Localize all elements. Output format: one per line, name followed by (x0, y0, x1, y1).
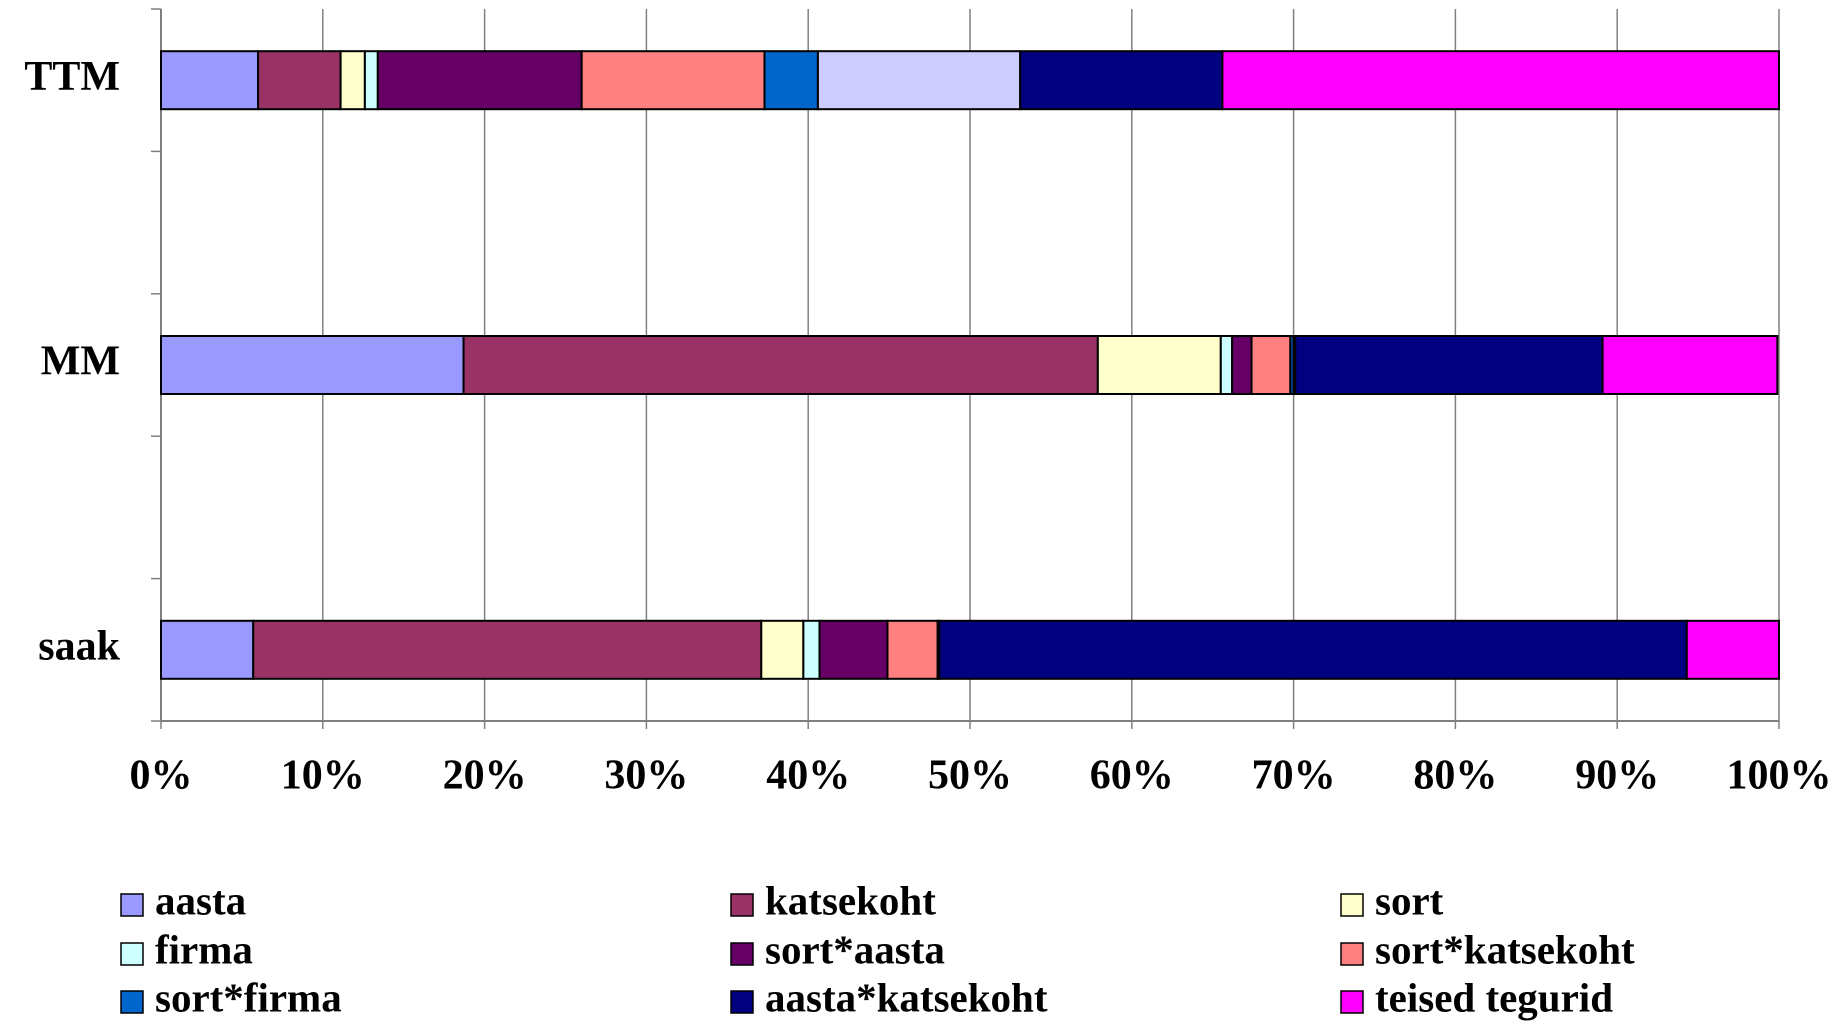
y-tick-label: TTM (24, 54, 120, 100)
legend-swatch (730, 942, 754, 966)
x-tick-label: 60% (1090, 753, 1174, 799)
legend-label: sort*aasta (765, 926, 945, 972)
bar-segment (1294, 335, 1604, 395)
bar-segment (257, 50, 342, 111)
bar-segment (802, 619, 821, 680)
bar-segment (1219, 335, 1234, 395)
y-tick-label: saak (38, 623, 120, 669)
x-tick-label: 10% (281, 753, 365, 799)
x-tick-label: 80% (1413, 753, 1497, 799)
x-tick-label: 30% (604, 753, 688, 799)
x-tick-label: 20% (443, 753, 527, 799)
legend-label: aasta*katsekoht (765, 974, 1048, 1020)
legend-swatch (1340, 942, 1364, 966)
bar-segment (1019, 50, 1224, 111)
bar-segment (763, 50, 819, 111)
bar-segment (376, 50, 583, 111)
bar-segment (1250, 335, 1292, 395)
legend-swatch (1340, 893, 1364, 917)
bar-segment (1096, 335, 1222, 395)
bar-segment (760, 619, 805, 680)
legend-swatch (120, 893, 144, 917)
legend-label: teised tegurid (1375, 974, 1613, 1020)
bar-segment (818, 619, 889, 680)
x-tick-label: 40% (766, 753, 850, 799)
legend-label: sort*firma (155, 974, 342, 1020)
legend-label: sort (1375, 877, 1444, 923)
bar-segment (580, 50, 766, 111)
bar-segment (252, 619, 763, 680)
bar-segment (160, 335, 465, 395)
legend-label: sort*katsekoht (1375, 926, 1635, 972)
legend-swatch (120, 942, 144, 966)
legend-swatch (1340, 990, 1364, 1014)
x-tick-label: 0% (130, 753, 193, 799)
x-tick-label: 70% (1252, 753, 1336, 799)
legend-swatch (120, 990, 144, 1014)
bar-segment (938, 619, 1688, 680)
bar-segment (886, 619, 939, 680)
legend-label: firma (155, 926, 253, 972)
x-tick-label: 90% (1575, 753, 1659, 799)
legend-label: aasta (155, 877, 246, 923)
x-tick-label: 100% (1727, 753, 1832, 799)
bar-segment (160, 619, 255, 680)
bar-segment (1231, 335, 1253, 395)
legend-label: katsekoht (765, 877, 936, 923)
bar-segment (1685, 619, 1781, 680)
y-tick-label: MM (41, 339, 120, 385)
bar-segment (339, 50, 366, 111)
legend-swatch (730, 990, 754, 1014)
bar-segment (160, 50, 260, 111)
bar-segment (816, 50, 1022, 111)
bar-segment (1221, 50, 1780, 111)
bar-segment (363, 50, 379, 111)
legend-swatch (730, 893, 754, 917)
bar-segment (462, 335, 1099, 395)
x-tick-label: 50% (928, 753, 1012, 799)
bar-segment (1601, 335, 1779, 395)
